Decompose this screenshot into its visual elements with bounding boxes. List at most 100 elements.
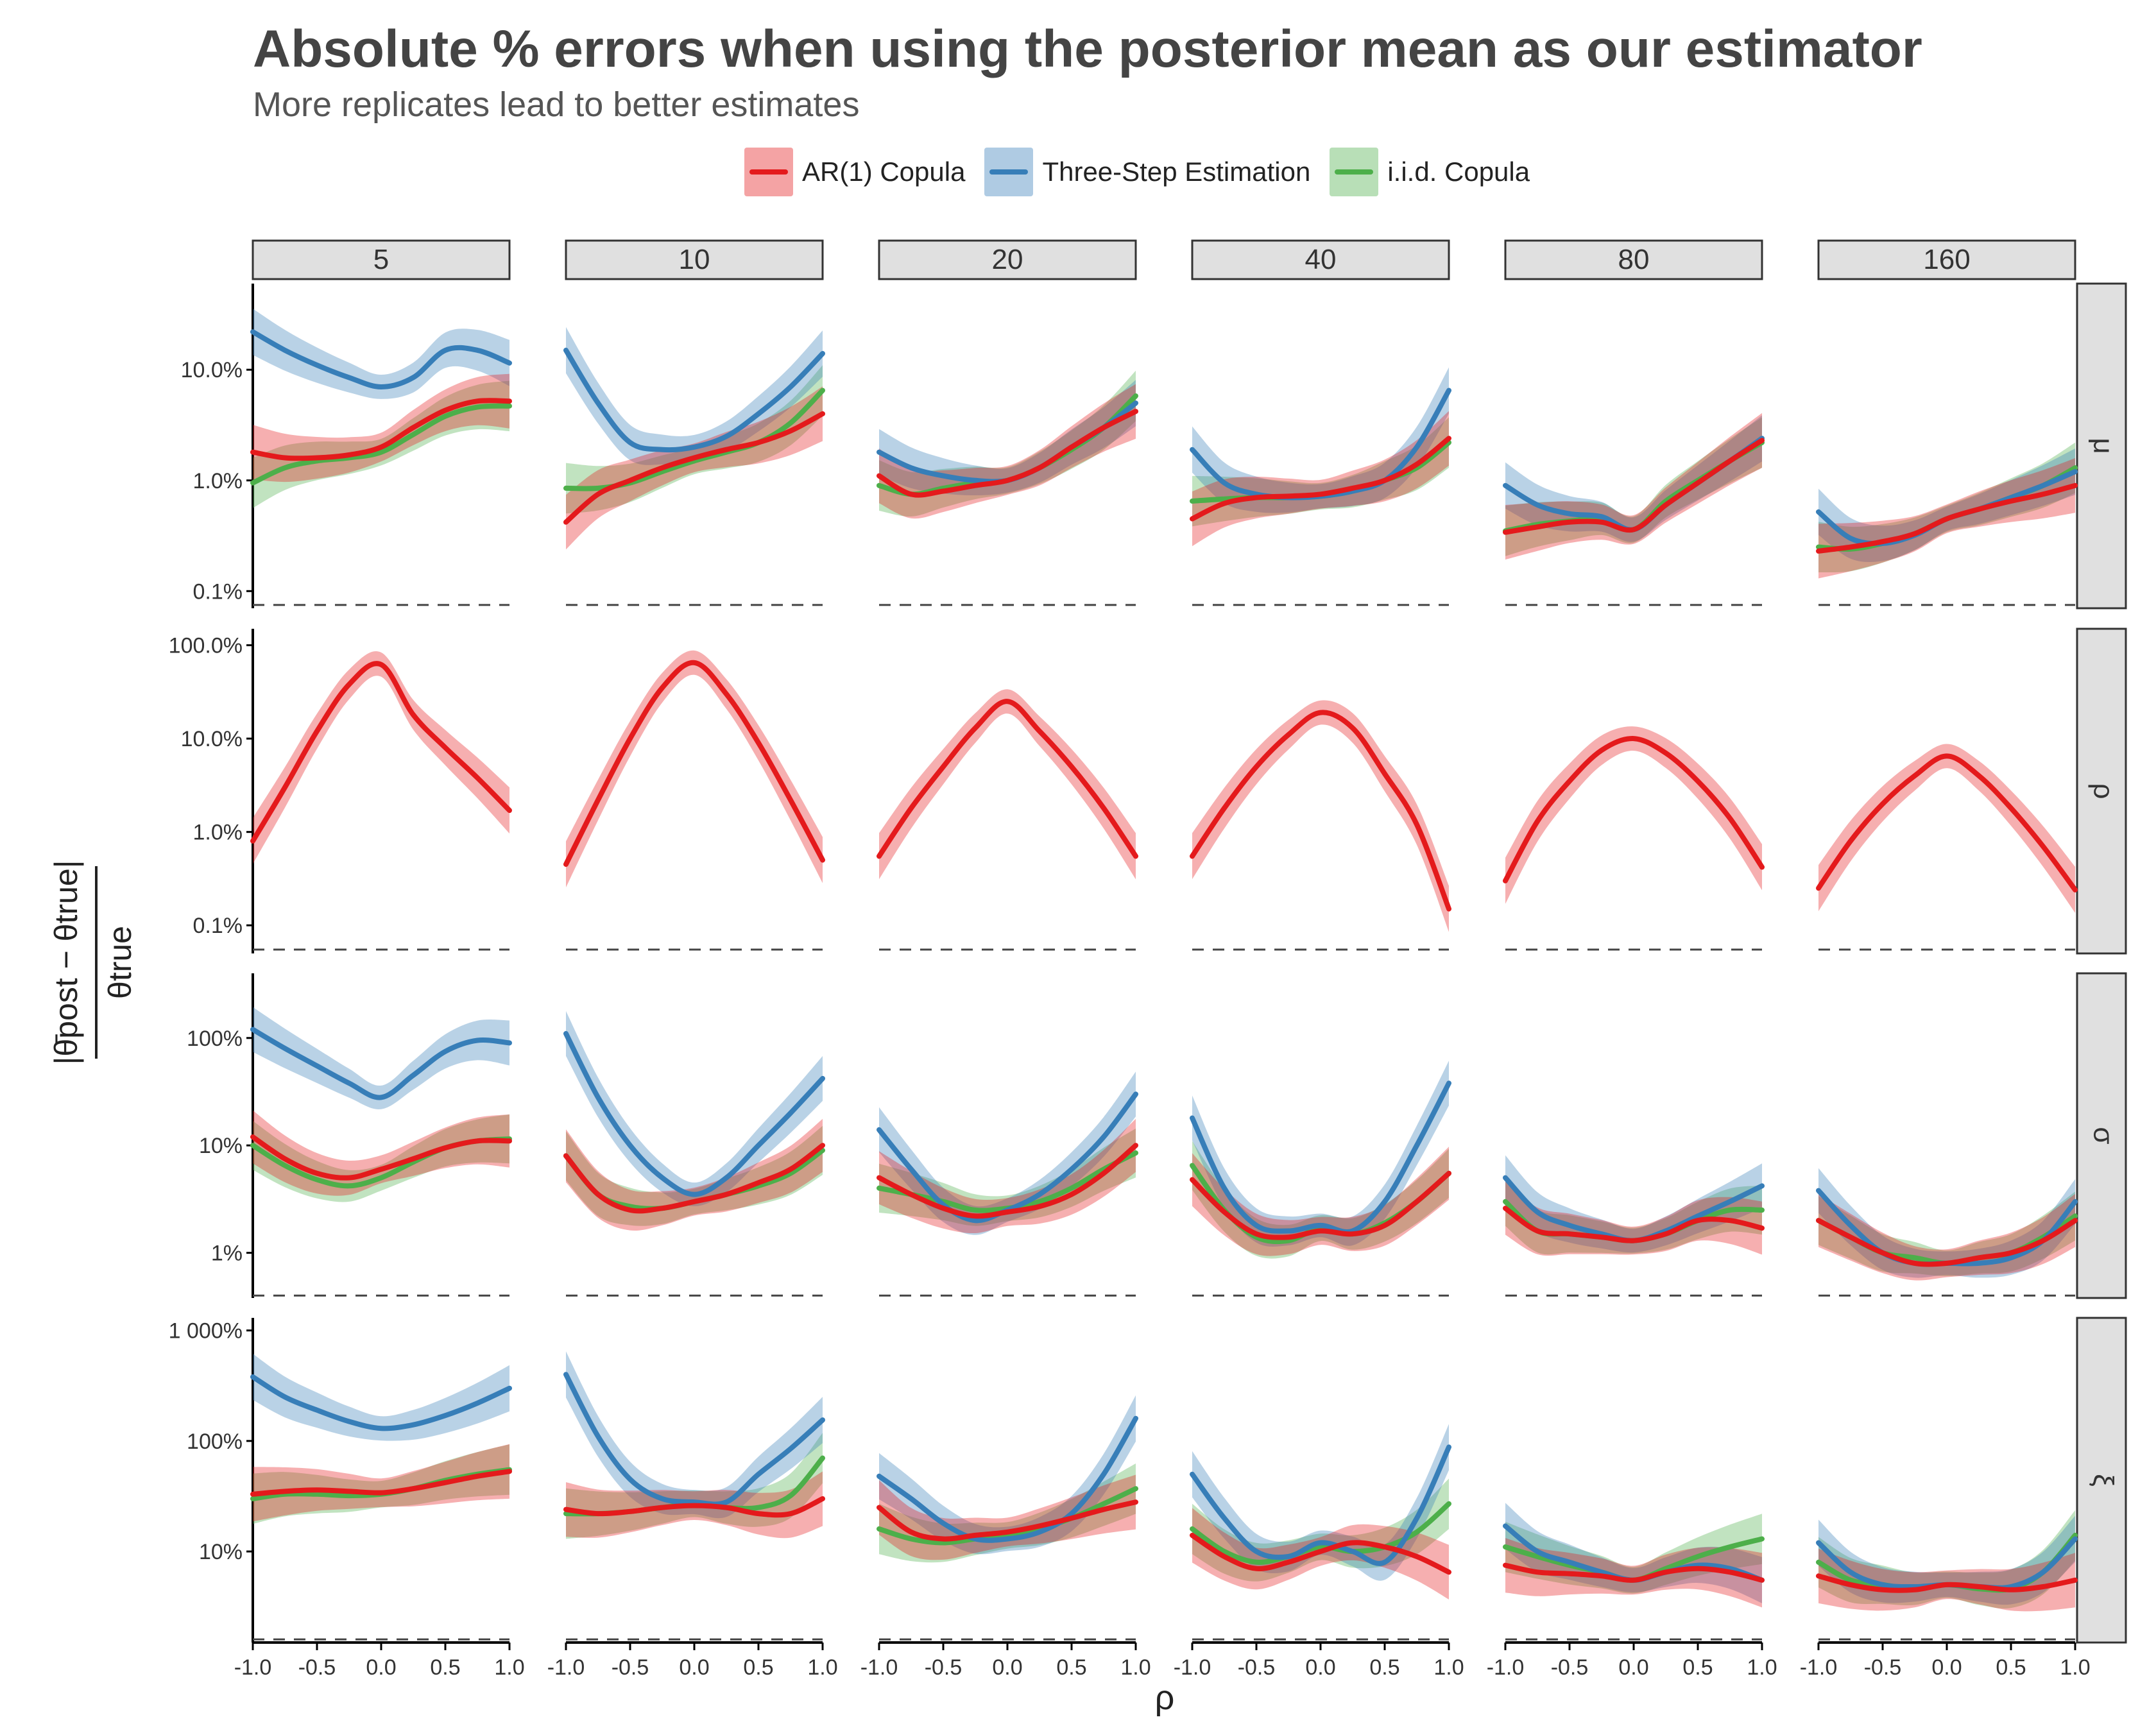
legend-key-three-step [984,148,1034,196]
y-tick-label: 1% [211,1242,243,1266]
line-ar1 [563,1496,825,1518]
x-tick-label: 0.5 [743,1655,773,1680]
line-ar1 [1503,736,1765,883]
line-ar1 [1816,753,2078,892]
x-tick-label: 1.0 [2060,1655,2090,1680]
band-three-step [1505,1155,1762,1253]
column-strip [565,239,824,280]
legend-item-iid: i.i.d. Copula [1330,148,1530,196]
line-three-step [563,1030,825,1197]
y-tick-label: 10.0% [181,358,243,382]
x-tick-label: 0.0 [366,1655,396,1680]
x-tick-label: -0.5 [1238,1655,1276,1680]
line-ar1 [563,1143,825,1214]
band-three-step [253,1354,509,1441]
x-tick-label: -0.5 [925,1655,963,1680]
line-three-step [250,1374,512,1431]
line-ar1 [563,411,825,525]
band-iid [566,1125,823,1226]
band-three-step [879,1071,1136,1235]
x-tick-label: 1.0 [494,1655,524,1680]
y-axis-title: |θ̄post − θtrue| θtrue [48,860,138,1064]
line-ar1 [250,661,512,844]
line-ar1 [250,1134,512,1181]
x-tick-label: -1.0 [860,1655,898,1680]
x-tick-label: -0.5 [612,1655,649,1680]
row-strip [2076,282,2127,610]
line-ar1 [1190,710,1451,912]
band-ar1 [1192,411,1449,547]
band-ar1 [879,384,1136,519]
line-ar1 [1503,438,1765,535]
x-tick-label: 0.0 [992,1655,1022,1680]
line-ar1 [250,1469,512,1497]
y-tick-label: 10% [199,1134,243,1158]
line-three-step [250,329,512,390]
line-ar1 [1816,482,2078,554]
x-tick-label: -0.5 [1864,1655,1902,1680]
band-ar1 [1192,1147,1449,1256]
x-tick-label: 0.0 [1931,1655,1962,1680]
line-iid [250,403,512,486]
column-strip-label: 5 [373,244,389,275]
line-three-step [877,1415,1138,1543]
y-tick-label: 0.1% [193,914,243,938]
x-tick-label: 0.5 [1056,1655,1086,1680]
line-three-step [563,347,825,453]
band-ar1 [1818,744,2075,913]
legend: AR(1) Copula Three-Step Estimation i.i.d… [744,146,1536,198]
x-tick-label: 1.0 [1747,1655,1777,1680]
x-tick-label: 0.5 [1682,1655,1713,1680]
line-three-step [250,1027,512,1100]
band-ar1 [1818,1193,2075,1281]
band-ar1 [253,373,509,482]
row-strip-label: σ [2087,1127,2119,1144]
legend-label-three-step: Three-Step Estimation [1042,157,1311,187]
band-three-step [253,309,509,399]
y-tick-label: 1 000% [169,1319,243,1344]
legend-key-iid [1330,148,1379,196]
band-ar1 [253,1110,509,1196]
line-ar1 [1503,1562,1765,1583]
line-ar1 [1190,1532,1451,1575]
chart-title: Absolute % errors when using the posteri… [253,20,1922,78]
band-iid [253,1444,509,1524]
y-tick-label: 100% [187,1027,243,1051]
column-strip-label: 160 [1923,244,1970,275]
x-tick-label: -0.5 [1551,1655,1589,1680]
x-tick-label: 0.5 [1996,1655,2026,1680]
line-iid [1190,1501,1451,1565]
line-ar1 [1190,436,1451,522]
line-ar1 [1190,1170,1451,1240]
band-three-step [253,1007,509,1110]
x-tick-label: -1.0 [1800,1655,1838,1680]
row-strip-label: μ [2087,438,2119,454]
row-strip [2076,972,2127,1299]
line-ar1 [1816,1218,2078,1267]
y-axis-title-denominator: θtrue [102,926,138,999]
band-ar1 [879,689,1136,880]
x-tick-label: 0.0 [1305,1655,1335,1680]
band-ar1 [566,386,823,550]
y-tick-label: 100% [187,1430,243,1454]
line-ar1 [1503,1206,1765,1243]
legend-label-ar1: AR(1) Copula [802,157,966,187]
y-tick-label: 0.1% [193,579,243,604]
line-three-step [1190,1444,1451,1566]
line-three-step [1190,1080,1451,1234]
x-tick-label: 1.0 [1120,1655,1151,1680]
band-ar1 [1505,413,1762,560]
row-strip [2076,627,2127,955]
column-strip [878,239,1137,280]
line-ar1 [563,660,825,867]
row-strip [2076,1317,2127,1644]
band-iid [1192,1141,1449,1259]
row-strip-label: ξ [2087,1474,2119,1487]
legend-label-iid: i.i.d. Copula [1387,157,1530,187]
band-ar1 [253,1444,509,1522]
band-three-step [879,380,1136,496]
column-strip-label: 20 [992,244,1023,275]
y-tick-label: 1.0% [193,469,243,493]
band-iid [566,365,823,514]
legend-key-ar1 [744,148,793,196]
